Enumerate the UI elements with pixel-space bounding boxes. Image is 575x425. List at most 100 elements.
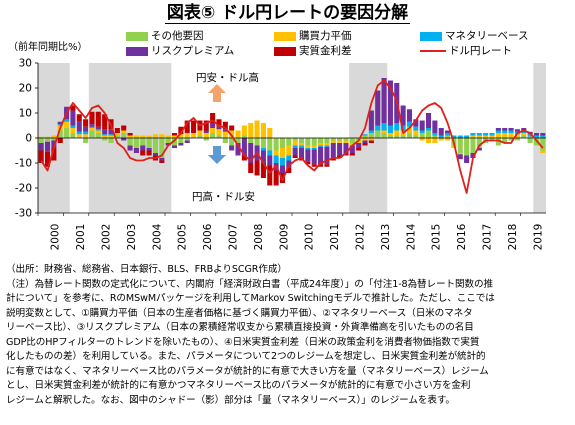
bar-segment [241, 135, 247, 138]
bar-segment [311, 149, 317, 165]
bar-segment [38, 143, 44, 151]
bar-segment [318, 145, 324, 147]
bar-segment [165, 143, 171, 146]
bar-segment [337, 155, 343, 158]
bar-segment [330, 140, 336, 143]
bar-segment [368, 133, 374, 138]
bar-segment [337, 143, 343, 156]
bar-segment [413, 130, 419, 136]
bar-segment [159, 158, 165, 161]
bar-segment [222, 121, 228, 130]
bar-segment [114, 128, 120, 133]
down-arrow-icon [213, 146, 221, 156]
bar-segment [210, 128, 216, 133]
bar-segment [483, 135, 489, 138]
bar-segment [540, 133, 546, 136]
bar-segment [305, 161, 311, 165]
bar-segment [229, 125, 235, 131]
bar-segment [495, 133, 501, 138]
bar-segment [356, 148, 362, 151]
bar-segment [419, 133, 425, 138]
legend-item-other: その他要因 [126, 30, 204, 42]
bar-segment [324, 164, 330, 167]
y-axis-label: （前年同期比%） [8, 42, 88, 53]
bar-segment [419, 130, 425, 133]
bar-segment [419, 138, 425, 141]
bar-segment [508, 133, 514, 138]
x-tick-label: 2003 [126, 224, 138, 251]
notes-line: （注）為替レート関数の定式化について、内閣府「経済財政白書（平成24年度）」の「… [6, 278, 494, 290]
x-tick-label: 2000 [50, 224, 62, 251]
bar-segment [425, 113, 432, 128]
bar-segment [343, 143, 349, 153]
bar-segment [121, 133, 127, 138]
bar-segment [495, 128, 501, 131]
bar-segment [178, 138, 184, 143]
bar-segment [248, 123, 254, 138]
bar-segment [387, 133, 393, 136]
legend-label-real-rate: 実質金利差 [299, 45, 352, 57]
bar-segment [311, 145, 317, 148]
legend-label-usdjpy: ドル円レート [449, 45, 512, 57]
x-tick-label: 2019 [532, 224, 544, 251]
bar-segment [508, 138, 514, 141]
bar-segment [95, 126, 101, 130]
bar-segment [159, 134, 165, 138]
bar-segment [95, 111, 101, 127]
bar-segment [184, 133, 190, 138]
bar-segment [279, 173, 286, 183]
bar-segment [375, 90, 381, 126]
bar-segment [464, 135, 470, 138]
bar-segment [470, 133, 476, 136]
bar-segment [121, 125, 127, 131]
legend-label-ppp: 購買力平価 [299, 30, 352, 42]
bar-segment [89, 124, 95, 127]
legend-item-risk-premium: リスクプレミアム [126, 45, 234, 57]
bar-segment [324, 143, 330, 146]
legend-item-real-rate: 実質金利差 [274, 45, 352, 57]
bar-segment [362, 134, 368, 136]
bar-segment [89, 126, 95, 128]
bar-segment [210, 123, 216, 128]
bar-segment [514, 138, 520, 141]
bar-segment [375, 125, 381, 131]
bar-segment [413, 135, 419, 138]
bar-segment [83, 138, 89, 143]
bar-segment [279, 138, 286, 148]
bar-segment [406, 121, 413, 127]
bar-segment [70, 110, 76, 126]
x-tick-label: 2004 [151, 223, 163, 250]
bar-segment [235, 143, 241, 156]
bar-segment [203, 133, 209, 138]
bar-segment [38, 150, 44, 163]
bar-segment [133, 138, 139, 148]
x-tick-label: 2009 [278, 224, 290, 251]
bar-segment [229, 145, 235, 151]
bar-segment [76, 121, 82, 132]
bar-segment [171, 135, 178, 138]
bar-segment [152, 134, 159, 138]
up-arrow-icon [213, 92, 221, 102]
bar-segment [178, 126, 184, 135]
bar-segment [51, 138, 57, 141]
bar-segment [305, 148, 311, 150]
bar-segment [229, 138, 235, 146]
bar-segment [527, 136, 533, 138]
bar-segment [152, 153, 159, 156]
bar-segment [470, 138, 476, 153]
notes-line: に有意ではなく、マネタリーベース比のパラメータが統計的に有意で大きい方を量（マネ… [6, 365, 489, 377]
bar-segment [298, 145, 305, 148]
bar-segment [203, 130, 209, 133]
bar-segment [527, 134, 533, 137]
bar-segment [286, 168, 292, 173]
bar-segment [254, 138, 260, 146]
bar-segment [127, 138, 133, 146]
bar-segment [470, 135, 476, 138]
bar-segment [64, 121, 70, 128]
bar-segment [121, 138, 127, 141]
y-tick-label: -10 [15, 158, 32, 170]
notes-line: 化したものの差）を利用している。また、パラメータについて2つのレジームを想定し、… [6, 351, 486, 362]
bar-segment [146, 148, 152, 151]
bar-segment [108, 138, 114, 143]
bar-segment [146, 135, 152, 138]
